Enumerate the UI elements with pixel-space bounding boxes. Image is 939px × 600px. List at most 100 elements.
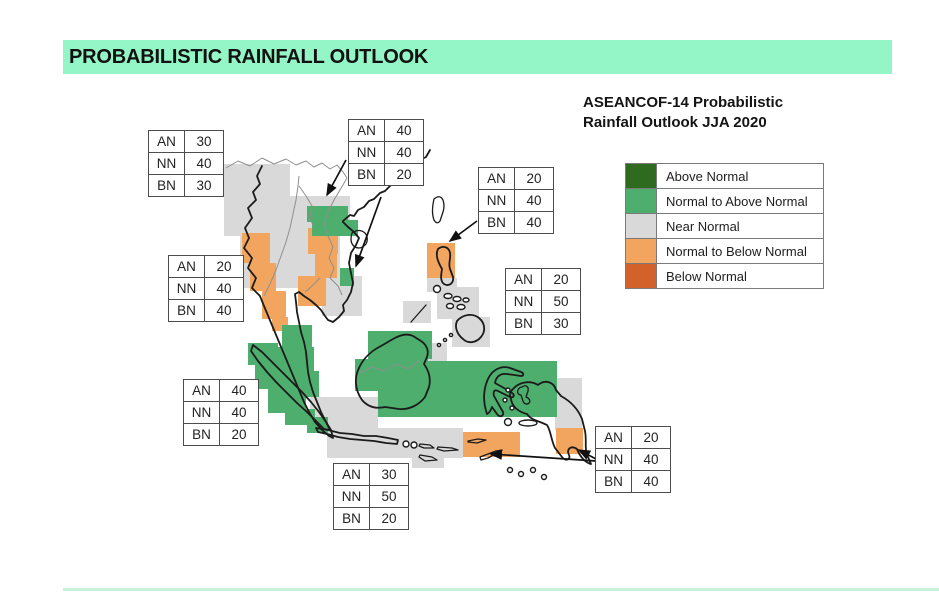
prob-value: 40: [204, 299, 244, 322]
prob-table-myanmar-thailand: AN 20 NN 40 BN 40: [168, 255, 244, 322]
prob-label: AN: [148, 130, 185, 153]
legend-swatch-normal-to-below: [626, 239, 657, 263]
legend: Above Normal Normal to Above Normal Near…: [625, 163, 824, 289]
legend-item-near-normal: Near Normal: [626, 214, 823, 239]
legend-title-line2: Rainfall Outlook JJA 2020: [583, 113, 767, 131]
legend-item-above-normal: Above Normal: [626, 164, 823, 189]
prob-value: 40: [219, 401, 259, 424]
prob-value: 40: [514, 211, 554, 234]
coastlines: [232, 149, 592, 481]
prob-label: BN: [168, 299, 205, 322]
prob-value: 20: [541, 268, 581, 291]
prob-label: BN: [478, 211, 515, 234]
prob-label: BN: [148, 174, 185, 197]
prob-label: AN: [595, 426, 632, 449]
prob-label: AN: [478, 167, 515, 190]
prob-value: 40: [384, 141, 424, 164]
prob-label: NN: [183, 401, 220, 424]
prob-label: AN: [183, 379, 220, 402]
legend-title-line1: ASEANCOF-14 Probabilistic: [583, 94, 784, 111]
prob-value: 40: [514, 189, 554, 212]
legend-label: Near Normal: [666, 218, 740, 234]
prob-label: BN: [348, 163, 385, 186]
coastline-lesser-sunda: [418, 438, 503, 462]
prob-value: 50: [369, 485, 409, 508]
prob-value: 40: [184, 152, 224, 175]
prob-value: 30: [184, 174, 224, 197]
prob-value: 20: [219, 423, 259, 446]
prob-value: 20: [631, 426, 671, 449]
prob-value: 30: [184, 130, 224, 153]
coastline-hainan: [350, 229, 368, 249]
prob-value: 50: [541, 290, 581, 313]
prob-table-north-philippines: AN 20 NN 40 BN 40: [478, 167, 554, 234]
prob-value: 30: [541, 312, 581, 335]
coastline-java: [315, 427, 399, 445]
prob-label: BN: [333, 507, 370, 530]
prob-table-sumatra: AN 40 NN 40 BN 20: [183, 379, 259, 446]
coastline-sulawesi: [483, 366, 525, 418]
coastline-papua: [509, 380, 592, 465]
legend-swatch-near-normal: [626, 214, 657, 238]
prob-label: AN: [333, 463, 370, 486]
prob-label: NN: [595, 448, 632, 471]
coastline-halmahera: [516, 385, 531, 405]
arrow-central-vietnam: [354, 196, 382, 268]
page-title: PROBABILISTIC RAINFALL OUTLOOK: [69, 45, 429, 68]
legend-label: Above Normal: [666, 168, 749, 184]
prob-label: AN: [505, 268, 542, 291]
prob-label: BN: [505, 312, 542, 335]
coastline-mainland-sea: [243, 165, 360, 439]
prob-value: 20: [384, 163, 424, 186]
prob-label: NN: [478, 189, 515, 212]
legend-item-normal-to-below: Normal to Below Normal: [626, 239, 823, 264]
prob-label: NN: [148, 152, 185, 175]
arrow-south-papua: [577, 449, 597, 460]
coastline-taiwan: [431, 196, 445, 224]
legend-swatch-normal-to-above: [626, 189, 657, 213]
prob-table-central-philippines: AN 20 NN 50 BN 30: [505, 268, 581, 335]
legend-label: Normal to Above Normal: [666, 193, 808, 209]
coastline-borneo: [355, 333, 431, 410]
arrow-timor: [489, 449, 597, 462]
prob-value: 20: [369, 507, 409, 530]
coastline-palawan: [410, 304, 427, 323]
legend-item-below-normal: Below Normal: [626, 264, 823, 288]
arrow-north-vietnam: [326, 159, 347, 197]
prob-value: 40: [631, 470, 671, 493]
prob-label: NN: [333, 485, 370, 508]
prob-table-north-myanmar: AN 30 NN 40 BN 30: [148, 130, 224, 197]
prob-label: NN: [168, 277, 205, 300]
coastline-luzon: [435, 246, 455, 286]
prob-value: 40: [384, 119, 424, 142]
legend-swatch-above-normal: [626, 164, 657, 188]
country-borders: [225, 157, 421, 374]
legend-swatch-below-normal: [626, 264, 657, 288]
prob-value: 30: [369, 463, 409, 486]
arrow-luzon: [448, 220, 478, 243]
prob-value: 20: [204, 255, 244, 278]
prob-label: AN: [348, 119, 385, 142]
prob-label: AN: [168, 255, 205, 278]
title-bar: PROBABILISTIC RAINFALL OUTLOOK: [63, 40, 892, 74]
map-arrows: [326, 159, 597, 462]
prob-label: BN: [183, 423, 220, 446]
prob-value: 20: [514, 167, 554, 190]
legend-label: Normal to Below Normal: [666, 243, 807, 259]
prob-value: 40: [219, 379, 259, 402]
prob-value: 40: [204, 277, 244, 300]
prob-table-java: AN 30 NN 50 BN 20: [333, 463, 409, 530]
legend-title: ASEANCOF-14 Probabilistic Rainfall Outlo…: [583, 93, 783, 132]
prob-label: BN: [595, 470, 632, 493]
prob-label: NN: [348, 141, 385, 164]
prob-table-vietnam: AN 40 NN 40 BN 20: [348, 119, 424, 186]
footer-divider: [63, 588, 939, 591]
prob-value: 40: [631, 448, 671, 471]
coastline-mindanao: [455, 314, 486, 344]
prob-label: NN: [505, 290, 542, 313]
legend-item-normal-to-above: Normal to Above Normal: [626, 189, 823, 214]
legend-label: Below Normal: [666, 268, 747, 284]
prob-table-timor-papua: AN 20 NN 40 BN 40: [595, 426, 671, 493]
